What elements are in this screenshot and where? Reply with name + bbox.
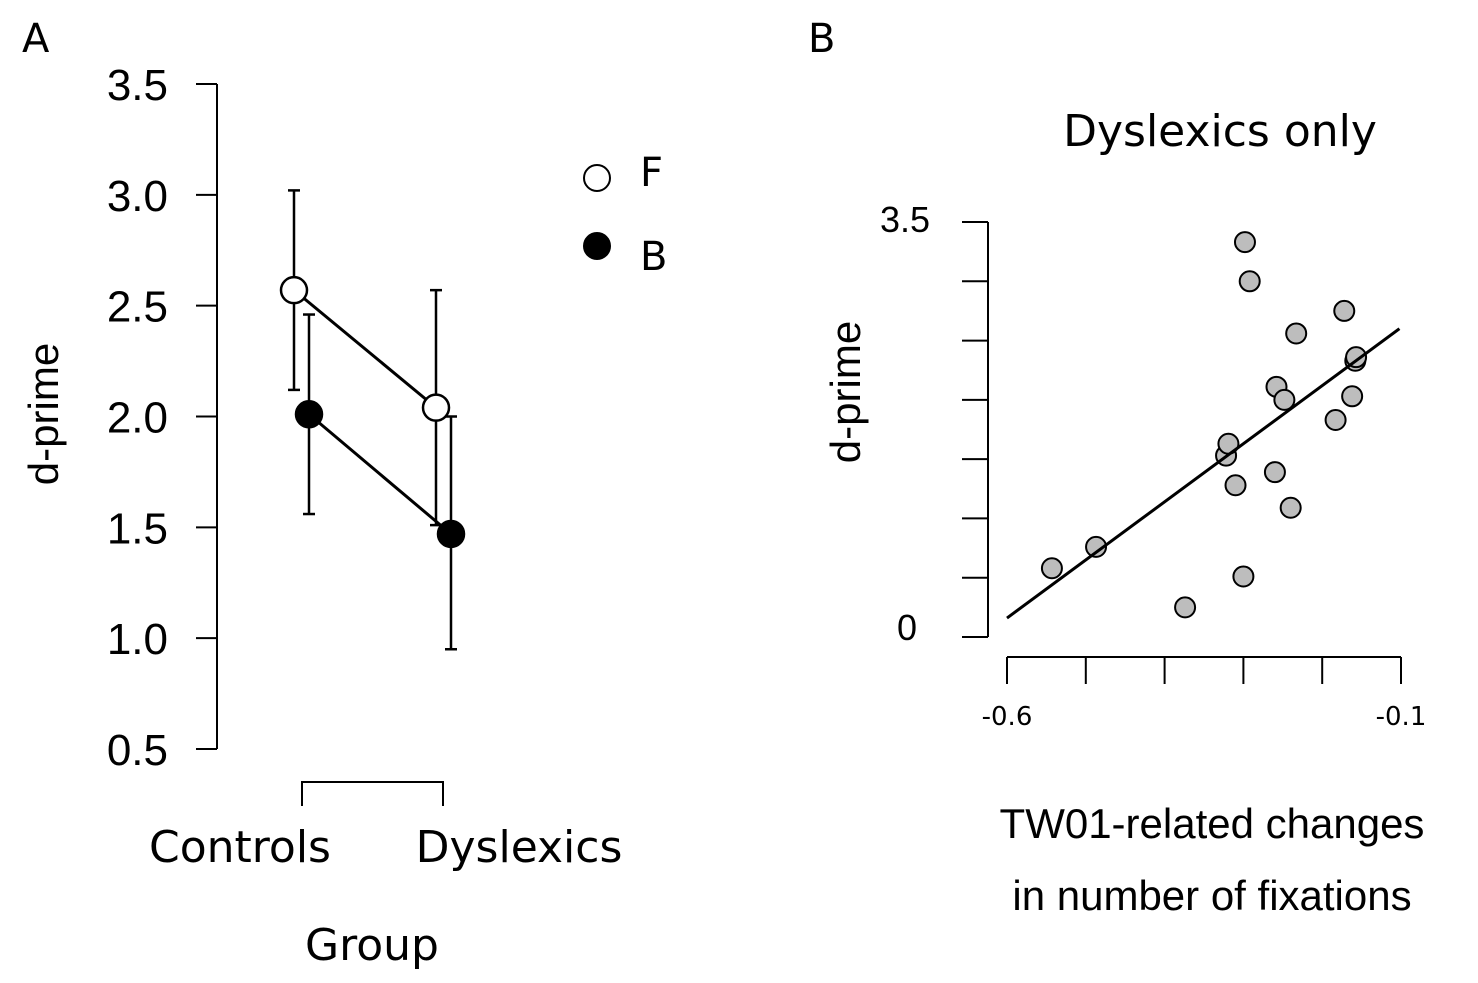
panel-a-legend: F B <box>583 150 667 280</box>
scatter-point <box>1040 557 1063 580</box>
data-point-f <box>421 393 451 422</box>
series-line <box>308 413 452 536</box>
panel-a-y-tick-label: 3.0 <box>107 172 168 221</box>
panel-a-y-tick-label: 1.0 <box>107 615 168 664</box>
panel-b-points <box>1040 231 1368 619</box>
scatter-point <box>1279 496 1302 519</box>
series-b <box>303 313 457 651</box>
panel-a-y-tick-label: 0.5 <box>107 726 168 775</box>
panel-a-y-tick-label: 2.5 <box>107 283 168 332</box>
panel-b-y-tick-label-max: 3.5 <box>880 199 930 240</box>
scatter-point <box>1285 322 1308 345</box>
scatter-point <box>1233 231 1256 254</box>
legend-marker-f <box>583 164 611 192</box>
panel-a-y-tick-label: 1.5 <box>107 504 168 553</box>
scatter-point <box>1324 409 1347 432</box>
series-line <box>293 288 437 409</box>
panel-b-x-tick-label-max: -0.1 <box>1376 702 1427 732</box>
panel-b-x-ticks <box>1006 657 1402 684</box>
panel-a-series <box>279 189 466 651</box>
series-f <box>288 189 442 527</box>
panel-a-x-axis-bracket <box>301 781 444 806</box>
data-point-b <box>436 519 466 549</box>
panel-b-label: B <box>808 16 835 62</box>
scatter-point <box>1345 346 1368 369</box>
panel-a-y-axis-label: d-prime <box>20 343 67 485</box>
scatter-point <box>1085 535 1108 558</box>
legend-marker-b <box>583 232 611 260</box>
panel-a-y-tick-label: 3.5 <box>107 61 168 110</box>
panel-a: 0.5 1.0 1.5 2.0 2.5 3.0 3.5 d-prime Controls D… <box>20 61 667 971</box>
legend-label-b: B <box>640 234 667 280</box>
panel-b: Dyslexics only 3.5 0 d-prime -0.6 -0.1 T… <box>822 106 1426 919</box>
panel-b-x-tick-label-min: -0.6 <box>982 702 1033 732</box>
legend-label-f: F <box>640 150 663 196</box>
data-point-b <box>294 400 324 429</box>
panel-a-x-tick-label-controls: Controls <box>149 822 331 873</box>
scatter-point <box>1232 565 1255 588</box>
data-point-f <box>279 275 309 305</box>
scatter-point <box>1238 270 1261 293</box>
scatter-point <box>1263 461 1286 484</box>
panel-a-label: A <box>22 16 50 62</box>
scatter-point <box>1341 385 1364 408</box>
scatter-point <box>1333 299 1356 322</box>
panel-b-fit-line <box>1006 327 1401 620</box>
panel-a-y-ticks: 0.5 1.0 1.5 2.0 2.5 3.0 3.5 <box>107 61 217 775</box>
panel-a-x-axis-label: Group <box>305 920 439 971</box>
scatter-point <box>1174 596 1197 619</box>
panel-b-x-axis-label-line-1: TW01-related changes <box>1000 800 1425 847</box>
panel-b-y-ticks <box>962 221 988 638</box>
panel-b-y-axis-label: d-prime <box>822 321 869 463</box>
panel-a-x-tick-label-dyslexics: Dyslexics <box>416 822 623 873</box>
panel-a-y-tick-label: 2.0 <box>107 394 168 443</box>
panel-b-y-tick-label-min: 0 <box>897 607 917 648</box>
scatter-point <box>1273 388 1296 411</box>
panel-b-x-axis-label-line-2: in number of fixations <box>1012 872 1411 919</box>
panel-b-title: Dyslexics only <box>1063 106 1377 157</box>
scatter-point <box>1224 474 1247 497</box>
